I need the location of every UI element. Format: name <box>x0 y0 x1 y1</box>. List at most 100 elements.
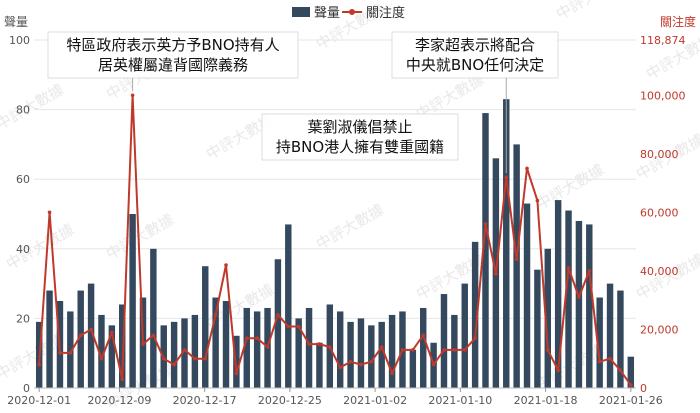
y-left-tick-label: 20 <box>16 312 30 325</box>
bar <box>222 301 230 388</box>
line-point <box>234 371 239 376</box>
line-point <box>400 348 405 352</box>
line-point <box>99 356 104 361</box>
line-point <box>307 342 311 346</box>
line-path <box>38 94 632 386</box>
line-point <box>182 348 187 352</box>
bar <box>357 318 365 388</box>
line-point <box>504 175 509 180</box>
bar <box>150 248 157 388</box>
line-point <box>58 351 62 355</box>
bar <box>243 307 250 388</box>
annotation-text: 葉劉淑儀倡禁止 <box>307 118 412 136</box>
legend: 聲量 關注度 <box>292 5 405 21</box>
line-point <box>629 383 633 387</box>
bar <box>523 203 531 388</box>
y-left-tick-label: 0 <box>23 382 30 395</box>
bar <box>233 335 240 388</box>
bar <box>316 342 323 388</box>
y-left-axis-title: 聲量 <box>4 14 28 29</box>
line-point <box>545 348 550 352</box>
line-point <box>224 263 228 267</box>
bar <box>368 325 375 388</box>
line-point <box>421 333 426 338</box>
annotation-box <box>47 31 299 79</box>
line-point <box>338 365 342 370</box>
line-point <box>68 351 73 355</box>
y-left-tick-label: 60 <box>16 173 30 186</box>
line-point <box>151 333 156 338</box>
bar <box>108 325 116 388</box>
line-point <box>265 345 270 349</box>
bar <box>295 318 302 388</box>
line-point <box>597 359 602 364</box>
line-point <box>193 356 197 361</box>
annotations: 特區政府表示英方予BNO持有人居英權屬違背國際義務葉劉淑儀倡禁止持BNO港人擁有… <box>47 31 559 174</box>
y-right-axis-title: 關注度 <box>660 14 696 29</box>
line-point <box>494 272 498 276</box>
bar <box>336 311 344 388</box>
line-point <box>276 313 280 317</box>
annotation-text: 李家超表示將配合 <box>415 36 535 54</box>
y-left-tick-label: 40 <box>16 243 30 256</box>
annotation-box <box>391 31 559 79</box>
bar <box>305 307 313 388</box>
bar <box>461 283 468 388</box>
line-point <box>473 336 477 341</box>
x-tick-label: 2020-12-17 <box>173 394 237 407</box>
legend-bar-swatch <box>292 7 310 17</box>
bar <box>440 294 448 388</box>
y-right-tick-label: 40,000 <box>640 265 679 278</box>
line-point <box>130 93 135 98</box>
y-right-tick-label: 60,000 <box>640 206 679 219</box>
line-point <box>286 324 291 329</box>
line-point <box>141 342 145 346</box>
line-point <box>110 330 114 335</box>
line-point <box>556 368 560 373</box>
x-tick-label: 2021-01-02 <box>343 394 407 407</box>
annotation-text: 特區政府表示英方予BNO持有人 <box>66 36 279 54</box>
bar <box>420 307 427 388</box>
watermark-text: 中評大數據 <box>533 160 607 213</box>
bar <box>471 241 479 388</box>
watermark-text: 中評大數據 <box>0 80 67 133</box>
y-right-tick-label: 100,000 <box>640 89 686 102</box>
y-left-tick-label: 100 <box>9 34 30 47</box>
bar <box>596 297 603 388</box>
bar <box>586 224 593 388</box>
bar <box>285 224 292 388</box>
legend-line-marker <box>349 9 355 15</box>
line-point <box>203 356 208 361</box>
bar <box>513 144 520 388</box>
y-right-tick-label: 20,000 <box>640 323 679 336</box>
bar <box>565 210 572 388</box>
line-point <box>213 313 218 317</box>
line-point <box>535 198 540 203</box>
bar <box>170 321 178 388</box>
line-point <box>348 359 353 364</box>
bar <box>617 290 624 388</box>
bar <box>627 356 635 388</box>
annotation-text: 居英權屬違背國際義務 <box>98 56 248 74</box>
watermark-text: 中評大數據 <box>3 220 77 273</box>
line-point <box>411 348 415 352</box>
line-point <box>255 336 259 341</box>
line-point <box>587 269 592 273</box>
line-point <box>431 362 436 367</box>
line-point <box>328 345 332 349</box>
annotation-text: 持BNO港人擁有雙重國籍 <box>276 138 444 156</box>
bar <box>181 318 188 388</box>
y-left-tick-label: 80 <box>16 104 30 117</box>
line-point <box>483 222 488 226</box>
line-point <box>161 356 166 361</box>
bar <box>77 290 84 388</box>
bar <box>554 200 562 388</box>
line-point <box>317 342 322 346</box>
bar <box>46 290 53 388</box>
bar <box>503 99 510 388</box>
line-point <box>78 333 83 338</box>
x-tick-label: 2020-12-09 <box>87 394 151 407</box>
x-tick-label: 2020-12-01 <box>7 394 71 407</box>
line-point <box>618 368 623 373</box>
annotation-text: 中央就BNO任何決定 <box>406 56 544 74</box>
